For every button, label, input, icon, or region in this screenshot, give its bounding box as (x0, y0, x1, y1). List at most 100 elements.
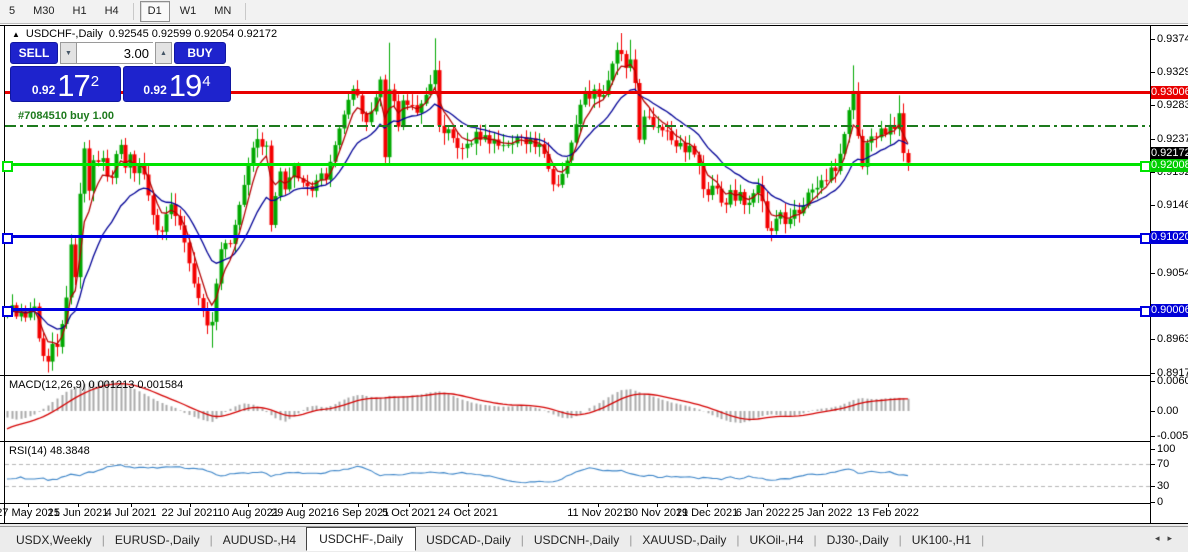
price-tick-mark (1151, 72, 1155, 73)
time-tick-mark (28, 504, 29, 507)
price-tick-mark (1151, 172, 1155, 173)
chart-tab-audusd[interactable]: AUDUSD-,H4 (222, 533, 297, 547)
rsi-tick-mark (1151, 464, 1155, 465)
tab-separator: | (736, 533, 740, 547)
macd-tick-mark (1151, 411, 1155, 412)
price-badge-090006: 0.90006 (1151, 304, 1188, 317)
price-tick-mark (1151, 373, 1155, 374)
volume-input[interactable]: 3.00 (77, 42, 153, 64)
tab-separator: | (898, 533, 902, 547)
time-tick-label: 22 Jul 2021 (161, 507, 219, 519)
time-tick-label: 5 Oct 2021 (382, 507, 436, 519)
support-line-1-handle[interactable] (2, 232, 13, 244)
time-tick-label: 30 Nov 2021 (625, 507, 689, 519)
tab-separator: | (813, 533, 817, 547)
timeframe-button-h1[interactable]: H1 (72, 5, 87, 17)
one-click-trade-panel: SELL ▼ 3.00 ▲ BUY 0.92 17 2 0.92 19 4 (10, 42, 231, 102)
price-tick-mark (1151, 205, 1155, 206)
time-tick-mark (131, 504, 132, 507)
time-tick-label: 13 Feb 2022 (857, 507, 919, 519)
entry-line[interactable] (5, 163, 1150, 166)
support-line-2-handle[interactable] (1140, 305, 1151, 317)
rsi-tick-label: 100 (1157, 443, 1176, 455)
volume-increase-button[interactable]: ▲ (155, 42, 172, 64)
time-tick-label: 10 Aug 2021 (217, 507, 279, 519)
time-tick-label: 24 Oct 2021 (438, 507, 498, 519)
time-tick-label: 6 Jan 2022 (735, 507, 791, 519)
macd-tick-label: 0.006038 (1157, 375, 1188, 387)
macd-tick-mark (1151, 436, 1155, 437)
sell-button[interactable]: SELL (10, 42, 58, 64)
pane-separator[interactable] (0, 375, 1188, 376)
volume-decrease-button[interactable]: ▼ (60, 42, 77, 64)
tab-separator: | (520, 533, 524, 547)
chart-tab-xauusd[interactable]: XAUUSD-,Daily (642, 533, 727, 547)
timeframe-button-5[interactable]: 5 (9, 5, 16, 17)
sell-price-prefix: 0.92 (31, 83, 56, 97)
price-tick-mark (1151, 339, 1155, 340)
timeframe-button-mn[interactable]: MN (214, 5, 232, 17)
rsi-tick-label: 0 (1157, 496, 1164, 508)
rsi-chart-canvas[interactable] (5, 443, 1150, 504)
chart-frame-border (4, 25, 5, 524)
entry-line-handle[interactable] (2, 160, 13, 172)
price-badge-092172: 0.92172 (1151, 147, 1188, 160)
macd-indicator-label: MACD(12,26,9) 0.001213 0.001584 (9, 379, 184, 391)
chart-tab-ukoil[interactable]: UKOil-,H4 (749, 533, 804, 547)
time-tick-mark (248, 504, 249, 507)
axis-separator (1150, 26, 1151, 523)
time-tick-mark (707, 504, 708, 507)
timeframe-button-m30[interactable]: M30 (33, 5, 55, 17)
pane-separator[interactable] (0, 441, 1188, 442)
time-tick-mark (598, 504, 599, 507)
timeframe-button-d1[interactable]: D1 (139, 1, 170, 22)
macd-tick-mark (1151, 381, 1155, 382)
rsi-tick-mark (1151, 502, 1155, 503)
tab-scroll-left-icon[interactable]: ◂ (1154, 533, 1168, 543)
tab-scroll-right-icon[interactable]: ▸ (1167, 533, 1180, 543)
time-tick-label: 15 Jun 2021 (47, 507, 109, 519)
time-tick-mark (358, 504, 359, 507)
buy-price-display[interactable]: 0.92 19 4 (123, 66, 231, 102)
resistance-line[interactable] (5, 91, 1150, 94)
timeframe-button-w1[interactable]: W1 (179, 5, 197, 17)
chart-tab-dj30[interactable]: DJ30-,Daily (826, 533, 889, 547)
time-tick-mark (468, 504, 469, 507)
timeframe-toolbar: 5 M30 H1 H4 D1 W1 MN (0, 0, 1188, 24)
chart-tab-usdchf[interactable]: USDCHF-,Daily (306, 527, 417, 551)
time-tick-mark (888, 504, 889, 507)
sell-price-fraction: 2 (90, 73, 100, 90)
time-tick-label: 16 Sep 2021 (326, 507, 390, 519)
support-line-2[interactable] (5, 308, 1150, 311)
timeframe-button-h4[interactable]: H4 (104, 5, 119, 17)
entry-line-handle[interactable] (1140, 160, 1151, 172)
order-line[interactable] (5, 125, 1150, 127)
buy-button[interactable]: BUY (174, 42, 226, 64)
rsi-tick-mark (1151, 486, 1155, 487)
support-line-2-handle[interactable] (2, 305, 13, 317)
chart-tab-eurusd[interactable]: EURUSD-,Daily (114, 533, 200, 547)
tabbar-gap (0, 524, 1188, 526)
support-line-1[interactable] (5, 235, 1150, 238)
open-order-label: #7084510 buy 1.00 (18, 110, 115, 122)
time-axis[interactable]: 27 May 2021 15 Jun 2021 4 Jul 2021 22 Jul 2… (0, 504, 1150, 523)
support-line-1-handle[interactable] (1140, 232, 1151, 244)
rsi-indicator-label: RSI(14) 48.3848 (9, 445, 90, 457)
price-badge-092008: 0.92008 (1151, 159, 1188, 172)
sell-price-display[interactable]: 0.92 17 2 (10, 66, 121, 102)
tab-separator: | (629, 533, 633, 547)
chart-tab-usdx[interactable]: USDX,Weekly (16, 533, 92, 547)
buy-price-pips: 19 (168, 68, 202, 103)
macd-chart-canvas[interactable] (5, 377, 1150, 440)
chart-tab-uk100[interactable]: UK100-,H1 (911, 533, 972, 547)
rsi-tick-label: 30 (1157, 480, 1170, 492)
chart-tab-usdcnh[interactable]: USDCNH-,Daily (533, 533, 620, 547)
chart-tab-usdcad[interactable]: USDCAD-,Daily (426, 533, 511, 547)
price-badge-091020: 0.91020 (1151, 231, 1188, 244)
buy-price-fraction: 4 (202, 73, 211, 90)
time-tick-mark (190, 504, 191, 507)
price-axis[interactable]: 0.937400.932900.928300.923700.919200.914… (1151, 26, 1188, 523)
